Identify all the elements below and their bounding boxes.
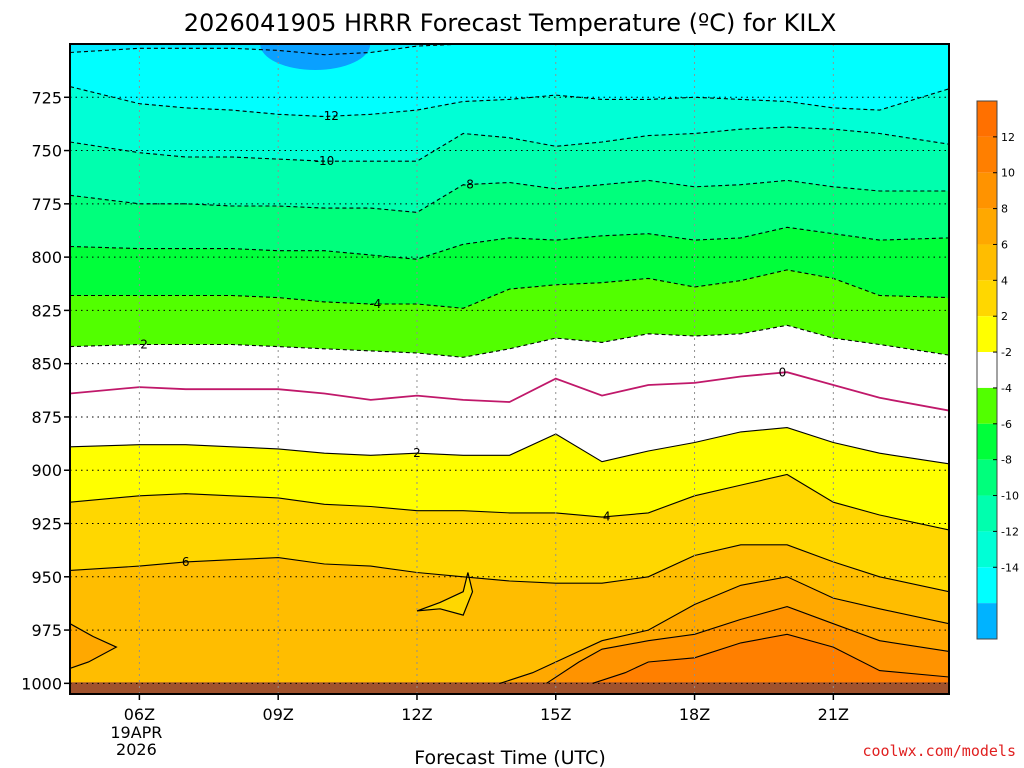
contour-label: 2	[413, 446, 421, 460]
fill-cold-spot	[260, 44, 371, 70]
fill-band	[70, 269, 949, 358]
isotherm-line	[70, 226, 949, 260]
colorbar-label: -6	[1001, 418, 1012, 431]
isotherm-line	[70, 473, 949, 531]
contour-label: 6	[182, 555, 190, 569]
fill-band	[70, 372, 949, 464]
colorbar-label: 2	[1001, 310, 1008, 323]
contour-label: -4	[369, 297, 381, 311]
x-tick-label: 09Z	[263, 705, 294, 724]
x-tick-label: 12Z	[401, 705, 432, 724]
y-tick-label: 725	[31, 88, 62, 107]
x-tick-year: 2026	[116, 740, 157, 759]
credit-text: coolwx.com/models	[862, 742, 1016, 760]
contour-label: -12	[319, 109, 339, 123]
ground-strip	[70, 682, 949, 694]
y-tick-label: 825	[31, 301, 62, 320]
colorbar-bin	[977, 603, 997, 639]
colorbar-label: -4	[1001, 382, 1012, 395]
chart-title: 2026041905 HRRR Forecast Temperature (ºC…	[184, 9, 837, 37]
y-tick-label: 950	[31, 568, 62, 587]
x-tick-date: 19APR	[110, 723, 162, 742]
colorbar-label: 4	[1001, 274, 1008, 287]
colorbar-label: 8	[1001, 203, 1008, 216]
colorbar-label: -14	[1001, 561, 1019, 574]
colorbar-bin	[977, 459, 997, 496]
colorbar-bin	[977, 495, 997, 532]
x-tick-label: 15Z	[540, 705, 571, 724]
fill-band	[70, 427, 949, 530]
contour-label: 2	[140, 337, 148, 351]
colorbar-bin	[977, 316, 997, 353]
fill-cold-pocket	[416, 572, 474, 616]
colorbar-label: -2	[1001, 346, 1012, 359]
x-axis-label: Forecast Time (UTC)	[414, 747, 605, 768]
colorbar-bin	[977, 352, 997, 388]
fill-warm-band	[592, 634, 949, 694]
y-tick-label: 975	[31, 621, 62, 640]
colorbar-label: 12	[1001, 131, 1015, 144]
plot-layers: -12 -10 -8 -4 2 0 2 4 6	[70, 44, 949, 694]
fill-warm-pocket	[70, 623, 118, 670]
y-tick-label: 875	[31, 408, 62, 427]
contour-label: 0	[779, 366, 787, 380]
y-tick-label: 800	[31, 248, 62, 267]
isotherm-line	[70, 269, 949, 309]
x-tick-label: 21Z	[818, 705, 849, 724]
fill-band	[70, 127, 949, 213]
isotherm-line	[70, 544, 949, 593]
y-axis: 725 750 775 800 825 850 875 900 925 950 975 1000	[21, 88, 70, 693]
contour-label: -8	[462, 177, 474, 191]
fill-band	[70, 86, 949, 162]
plot-frame	[69, 43, 950, 695]
colorbar-label: -12	[1001, 525, 1019, 538]
isotherm-line	[70, 324, 949, 358]
colorbar-bin	[977, 423, 997, 460]
isotherm-line-warm	[546, 606, 949, 684]
colorbar-bin	[977, 387, 997, 424]
fill-band	[70, 227, 949, 309]
colorbar-bin	[977, 208, 997, 245]
colorbar-frame	[976, 100, 998, 640]
colorbar-bin	[977, 280, 997, 317]
colorbar-label: -8	[1001, 454, 1012, 467]
colorbar-label: 6	[1001, 238, 1008, 251]
y-tick-label: 750	[31, 142, 62, 161]
contour-label: 4	[603, 510, 611, 524]
colorbar-bin	[977, 567, 997, 604]
fill-band	[70, 474, 949, 592]
plot-area: -12 -10 -8 -4 2 0 2 4 6	[69, 43, 950, 695]
colorbar-label: -10	[1001, 490, 1019, 503]
isotherm-line	[70, 371, 949, 412]
isotherm-line-warm	[592, 633, 949, 684]
y-tick-label: 850	[31, 355, 62, 374]
y-tick-label: 1000	[21, 674, 62, 693]
colorbar-bin	[977, 136, 997, 173]
isotherm-line	[70, 86, 949, 118]
colorbar-bin	[977, 531, 997, 568]
colorbar-bin	[977, 244, 997, 281]
colorbar-label: 10	[1001, 167, 1015, 180]
fill-band	[70, 180, 949, 260]
contour-label: -10	[315, 154, 335, 168]
colorbar: 12 10 8 6 4 2 -2 -4 -6 -8 -10 -12 -14	[976, 100, 1019, 640]
y-tick-label: 900	[31, 461, 62, 480]
isotherm-line	[70, 427, 949, 465]
isotherm-line	[70, 179, 949, 213]
y-tick-label: 925	[31, 515, 62, 534]
fill-band	[70, 325, 949, 411]
x-tick-label: 18Z	[679, 705, 710, 724]
isotherm-line	[70, 126, 949, 162]
y-tick-label: 775	[31, 195, 62, 214]
isotherm-line-warm	[500, 576, 949, 684]
colorbar-bin	[977, 172, 997, 209]
isotherm-line	[70, 44, 949, 56]
x-tick-label: 06Z	[124, 705, 155, 724]
colorbar-bin	[977, 101, 997, 137]
